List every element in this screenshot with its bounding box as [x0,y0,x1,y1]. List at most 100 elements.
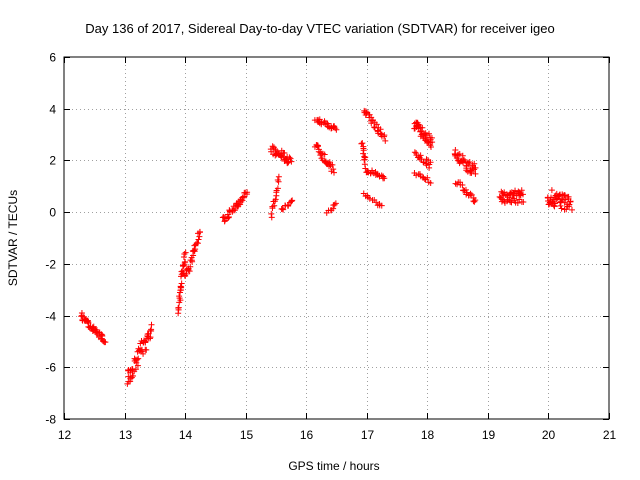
data-point [180,254,187,261]
data-point [147,335,154,342]
y-tick-label: -2 [45,258,56,272]
data-point [456,150,463,157]
data-point [178,280,185,287]
data-point [271,202,278,209]
data-point [225,213,232,220]
data-point [381,132,388,139]
y-tick-label: -6 [45,361,56,375]
data-point [287,155,294,162]
x-tick-label: 12 [58,428,72,442]
data-point [518,187,525,194]
data-point [275,173,282,180]
data-point [191,248,198,255]
data-point [428,134,435,141]
data-point [220,214,227,221]
data-point [101,339,108,346]
data-point [520,198,527,205]
x-tick-label: 14 [179,428,193,442]
data-point [142,339,149,346]
data-point [424,174,431,181]
y-tick-label: 2 [49,154,56,168]
data-point [176,289,183,296]
data-point [426,164,433,171]
data-point [360,150,367,157]
data-point [472,197,479,204]
data-point [268,210,275,217]
data-point [568,206,575,213]
data-point [381,175,388,182]
x-tick-label: 20 [542,428,556,442]
data-point [455,151,462,158]
data-point [239,197,246,204]
data-point [274,185,281,192]
data-point [148,321,155,328]
data-point [417,152,424,159]
data-point [460,156,467,163]
data-point [130,373,137,380]
data-point [471,160,478,167]
data-point [132,366,139,373]
data-point [186,268,193,275]
data-point [377,130,384,137]
x-tick-label: 16 [300,428,314,442]
data-point [331,169,338,176]
y-tick-label: -8 [45,413,56,427]
data-point [275,178,282,185]
data-point [324,120,331,127]
data-point [428,143,435,150]
x-axis-label: GPS time / hours [288,459,379,473]
data-point [85,320,92,327]
data-point [99,332,106,339]
data-point [196,228,203,235]
data-point [566,203,573,210]
data-point [188,257,195,264]
data-point [519,191,526,198]
data-point [468,191,475,198]
data-point [427,159,434,166]
data-point [134,356,141,363]
data-point [323,160,330,167]
data-point [466,158,473,165]
data-point [512,187,519,194]
data-point [289,197,296,204]
data-point [423,162,430,169]
data-point [498,188,505,195]
data-point [272,196,279,203]
plot-frame [63,56,610,420]
data-point [553,196,560,203]
data-point [288,198,295,205]
data-point [194,239,201,246]
data-point [371,124,378,131]
data-point [459,182,466,189]
points-layer [78,107,575,387]
y-tick-label: 4 [49,103,56,117]
data-point [507,198,514,205]
data-point [288,158,295,165]
data-point [331,201,338,208]
grid-layer [64,57,609,419]
data-point [185,266,192,273]
data-point [187,263,194,270]
data-point [182,258,189,265]
data-point [503,191,510,198]
data-point [360,147,367,154]
data-point [333,126,340,133]
x-tick-label: 18 [421,428,435,442]
data-point [378,202,385,209]
data-point [175,306,182,313]
data-point [548,187,555,194]
data-point [427,180,434,187]
y-tick-label: -4 [45,310,56,324]
data-point [143,346,150,353]
data-point [177,284,184,291]
data-point [321,151,328,158]
y-axis-label: SDTVAR / TECUs [6,190,20,286]
data-point [413,172,420,179]
data-point [452,180,459,187]
data-point [514,199,521,206]
data-point [362,165,369,172]
data-point [425,130,432,137]
chart-title: Day 136 of 2017, Sidereal Day-to-day VTE… [85,21,554,36]
data-point [286,154,293,161]
